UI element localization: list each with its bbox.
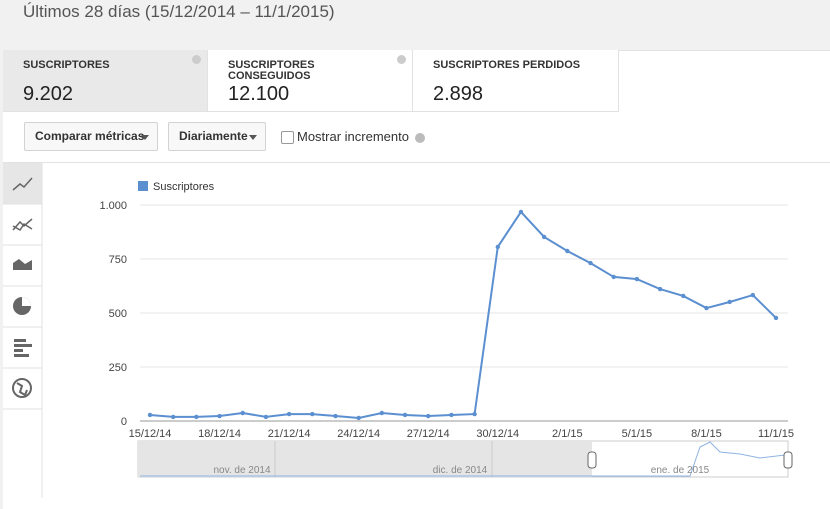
dropdown-arrow — [249, 135, 257, 140]
tab-label: SUSCRIPTORES PERDIDOS — [433, 59, 581, 71]
checkbox[interactable] — [281, 131, 294, 144]
checkbox-label[interactable]: Mostrar incremento — [297, 129, 409, 144]
tab-value: 2.898 — [433, 83, 484, 105]
tab-value: 12.100 — [228, 83, 290, 105]
separator — [3, 162, 830, 163]
tab-label: SUSCRIPTORES — [23, 59, 110, 71]
page-title: Últimos 28 días (15/12/2014 – 11/1/2015) — [23, 2, 335, 21]
interval-button[interactable]: Diariamente — [168, 122, 266, 151]
button-label: Diariamente — [179, 129, 248, 143]
help-icon[interactable] — [397, 55, 406, 64]
compare-button[interactable]: Comparar métricas — [24, 122, 158, 151]
metric-tab[interactable]: SUSCRIPTORES 9.202 — [3, 50, 208, 112]
tab-label: SUSCRIPTORES CONSEGUIDOS — [228, 59, 315, 82]
metric-tab[interactable]: SUSCRIPTORES CONSEGUIDOS 12.100 — [208, 50, 413, 112]
dropdown-arrow — [141, 135, 149, 140]
tab-value: 9.202 — [23, 83, 74, 105]
panel — [3, 50, 830, 509]
button-label: Comparar métricas — [35, 129, 145, 143]
metric-tab[interactable]: SUSCRIPTORES PERDIDOS 2.898 — [413, 50, 619, 112]
help-icon[interactable] — [415, 133, 425, 143]
help-icon[interactable] — [192, 55, 201, 64]
